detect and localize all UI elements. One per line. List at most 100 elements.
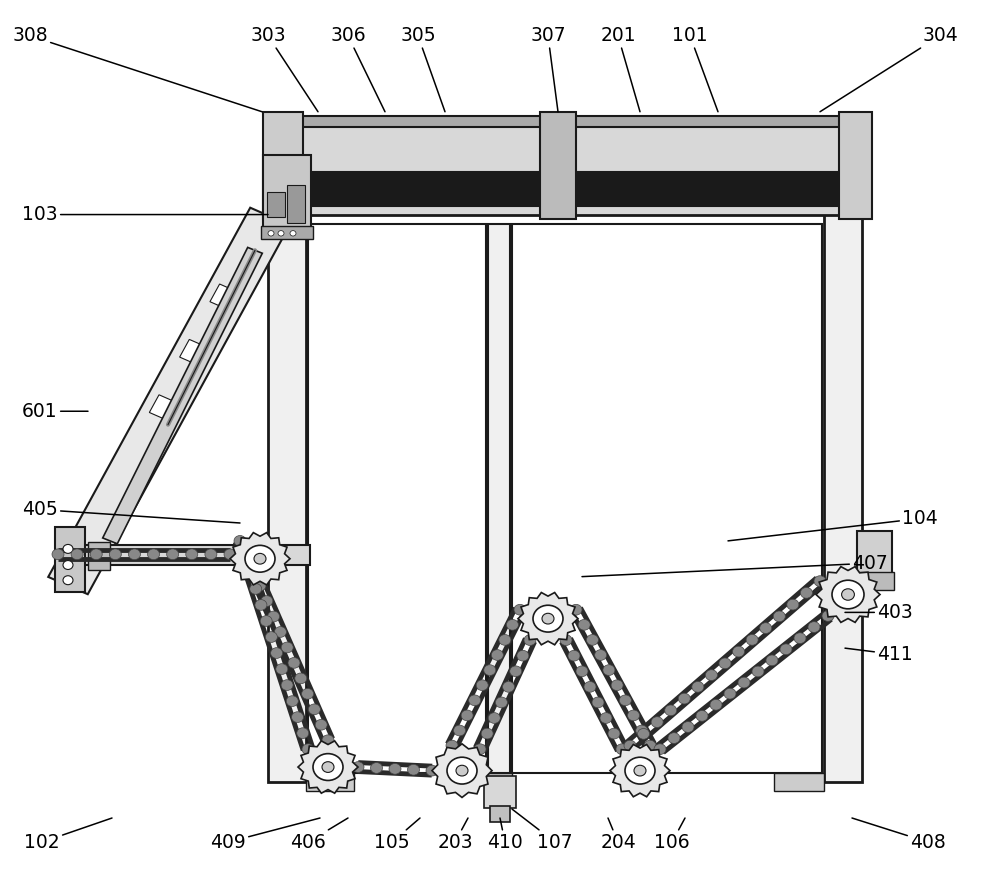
Circle shape (469, 695, 481, 705)
Circle shape (281, 642, 293, 653)
Circle shape (733, 646, 745, 657)
Polygon shape (48, 207, 290, 595)
Polygon shape (210, 284, 241, 311)
Circle shape (616, 744, 628, 755)
Bar (298, 172, 867, 206)
Bar (824, 116, 862, 782)
Circle shape (678, 693, 690, 704)
Bar (88, 542, 110, 570)
Bar (540, 112, 576, 219)
Circle shape (167, 549, 179, 560)
Circle shape (636, 725, 648, 736)
Circle shape (746, 635, 758, 645)
Circle shape (752, 666, 764, 677)
Text: 410: 410 (487, 818, 523, 852)
Bar (287, 185, 305, 223)
Circle shape (603, 665, 615, 676)
Circle shape (461, 710, 473, 721)
Circle shape (370, 763, 382, 773)
Circle shape (281, 679, 293, 690)
Circle shape (109, 549, 121, 560)
Circle shape (474, 744, 486, 755)
Bar (857, 531, 892, 574)
Text: 203: 203 (437, 818, 473, 852)
Circle shape (842, 589, 854, 600)
Circle shape (576, 666, 588, 677)
Circle shape (624, 740, 636, 751)
Bar (263, 112, 303, 219)
Polygon shape (298, 741, 358, 793)
Circle shape (665, 705, 677, 716)
Circle shape (600, 713, 612, 723)
Circle shape (71, 549, 83, 560)
Circle shape (488, 713, 500, 723)
Text: 408: 408 (852, 818, 946, 852)
Circle shape (260, 616, 272, 627)
Bar (263, 155, 311, 228)
Bar (261, 226, 313, 239)
Circle shape (63, 576, 73, 585)
Circle shape (481, 729, 493, 739)
Circle shape (724, 688, 736, 699)
Circle shape (290, 231, 296, 236)
Circle shape (787, 599, 799, 610)
Circle shape (533, 605, 563, 632)
Circle shape (696, 711, 708, 721)
Circle shape (611, 679, 623, 690)
Circle shape (234, 536, 246, 546)
Circle shape (322, 735, 334, 746)
Circle shape (447, 757, 477, 784)
Bar (298, 116, 867, 127)
Bar (306, 773, 354, 791)
Circle shape (592, 697, 604, 708)
Circle shape (705, 670, 717, 680)
Circle shape (315, 720, 327, 730)
Circle shape (245, 545, 275, 572)
Circle shape (276, 663, 288, 674)
Circle shape (800, 587, 812, 598)
Circle shape (265, 632, 277, 643)
Circle shape (295, 673, 307, 684)
Circle shape (205, 549, 217, 560)
Bar (267, 192, 285, 217)
Polygon shape (518, 593, 578, 645)
Text: 411: 411 (845, 645, 913, 664)
Circle shape (90, 549, 102, 560)
Circle shape (510, 666, 522, 677)
Circle shape (322, 762, 334, 772)
Bar (484, 776, 516, 808)
Circle shape (499, 635, 511, 645)
Circle shape (63, 544, 73, 553)
Polygon shape (230, 533, 290, 585)
Circle shape (244, 568, 256, 578)
Circle shape (766, 655, 778, 666)
Circle shape (297, 728, 309, 738)
Text: 101: 101 (672, 26, 718, 112)
Circle shape (239, 552, 251, 562)
Circle shape (302, 744, 314, 755)
Circle shape (794, 633, 806, 644)
Circle shape (832, 580, 864, 609)
Text: 601: 601 (22, 401, 88, 421)
Bar (58, 545, 310, 565)
Circle shape (456, 765, 468, 776)
Text: 307: 307 (530, 26, 566, 112)
Circle shape (268, 231, 274, 236)
Polygon shape (816, 567, 880, 622)
Bar (490, 806, 510, 822)
Circle shape (524, 635, 536, 645)
Circle shape (780, 644, 792, 654)
Circle shape (292, 712, 304, 722)
Text: 106: 106 (654, 818, 690, 852)
Text: 201: 201 (600, 26, 640, 112)
Text: 409: 409 (210, 818, 320, 852)
Circle shape (668, 733, 680, 744)
Circle shape (255, 600, 267, 611)
Bar (298, 116, 867, 215)
Bar (774, 773, 824, 791)
Circle shape (250, 584, 262, 595)
Circle shape (586, 635, 598, 645)
Text: 406: 406 (290, 818, 348, 852)
Circle shape (773, 611, 785, 621)
Bar (308, 224, 486, 773)
